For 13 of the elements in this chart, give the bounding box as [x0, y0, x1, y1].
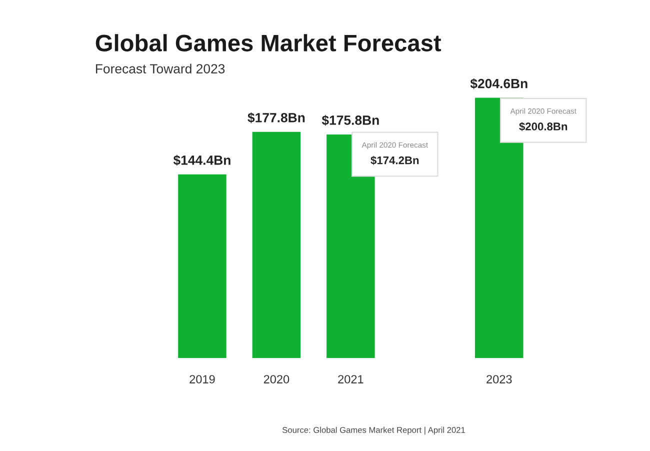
- x-tick-label: 2021: [338, 375, 364, 384]
- chart-subtitle: Forecast Toward 2023: [96, 64, 225, 74]
- x-tick-label: 2019: [190, 375, 215, 384]
- bar: [252, 132, 301, 358]
- x-tick-label: 2020: [264, 375, 290, 384]
- data-label: $204.6Bn: [470, 78, 528, 90]
- data-label: $175.8Bn: [322, 114, 379, 126]
- data-label: $144.4Bn: [173, 154, 230, 166]
- chart-title: Global Games Market Forecast: [96, 34, 442, 52]
- source-note: Source: Global Games Market Report | April 2021: [282, 426, 465, 435]
- data-label: $177.8Bn: [248, 112, 305, 124]
- x-tick-label: 2023: [486, 375, 512, 384]
- bar: [178, 174, 226, 358]
